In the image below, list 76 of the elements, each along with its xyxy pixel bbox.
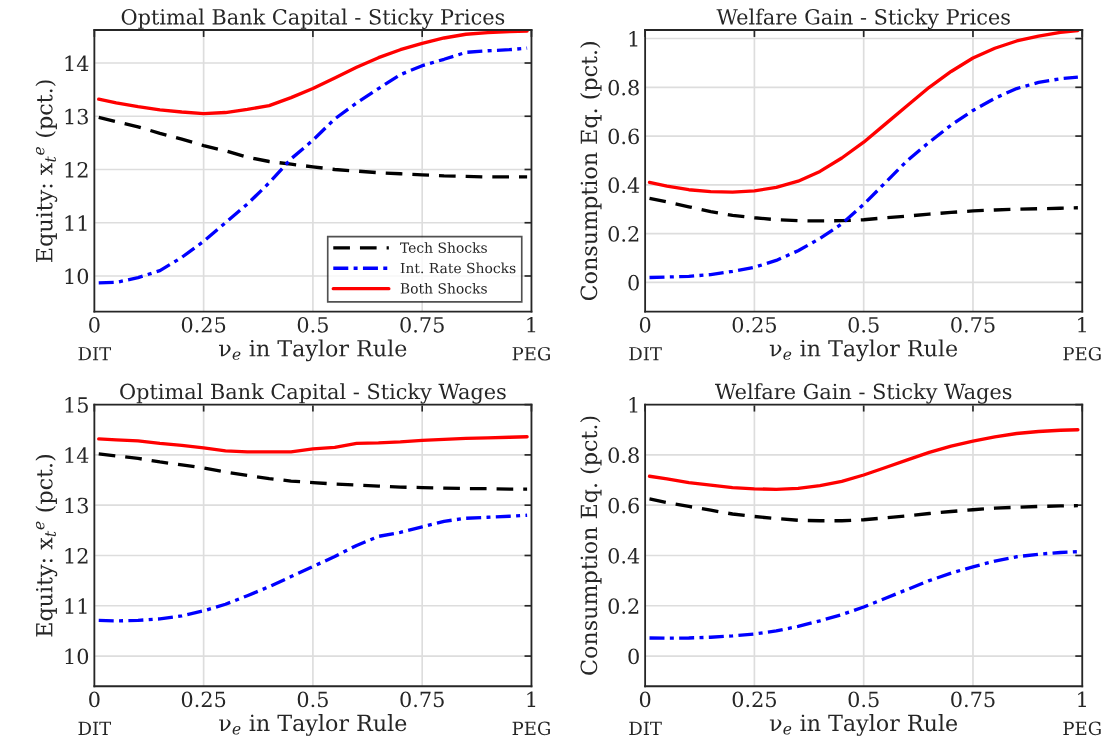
y-tick-label: 12 bbox=[65, 161, 88, 178]
y-tick-label: 0.4 bbox=[608, 547, 640, 564]
line-series bbox=[97, 513, 529, 623]
text: DIT bbox=[629, 721, 662, 735]
y-tick-label: 11 bbox=[65, 215, 87, 231]
text: PEG bbox=[512, 721, 550, 736]
x-tick-label: 0.25 bbox=[732, 316, 776, 333]
chart-title: Welfare Gain - Sticky Prices bbox=[716, 8, 1010, 30]
y-tick-label: 10 bbox=[65, 268, 89, 285]
y-axis-title: Consumption Eq. (pct.) bbox=[580, 416, 602, 675]
x-tick-label: 1 bbox=[1078, 316, 1086, 333]
x-tick-label: 0.25 bbox=[181, 316, 226, 333]
text: DIT bbox=[78, 347, 111, 361]
x-axis-title: ν$_{e}$ in Taylor Rule bbox=[769, 714, 958, 736]
line-series bbox=[647, 497, 1080, 523]
x-axis-title: ν$_{e}$ in Taylor Rule bbox=[219, 339, 407, 362]
text: PEG bbox=[1063, 346, 1101, 361]
x-tick-label: 1 bbox=[527, 316, 536, 333]
x-tick-label: 0.25 bbox=[732, 691, 776, 708]
y-tick-label: 13 bbox=[65, 497, 88, 514]
legend-label: Int. Rate Shocks bbox=[400, 262, 516, 274]
chart-title: Optimal Bank Capital - Sticky Wages bbox=[120, 383, 506, 404]
line-series bbox=[97, 115, 529, 179]
y-tick-label: 14 bbox=[65, 447, 89, 463]
x-tick-label: 0.75 bbox=[400, 691, 444, 708]
y-tick-label: 10 bbox=[65, 648, 89, 665]
x-tick-label: 0.5 bbox=[297, 316, 328, 333]
legend-label: Both Shocks bbox=[400, 282, 487, 294]
y-tick-label: 1 bbox=[629, 397, 638, 413]
x-tick-label: 0.25 bbox=[181, 691, 226, 708]
y-tick-label: 0 bbox=[628, 274, 639, 291]
x-tick-label: 0.5 bbox=[848, 316, 879, 333]
line-series bbox=[647, 428, 1080, 492]
x-tick-label: 0 bbox=[89, 691, 100, 708]
y-tick-label: 0.6 bbox=[608, 497, 639, 514]
x-tick-label: 1 bbox=[1078, 691, 1086, 707]
y-tick-label: 15 bbox=[65, 397, 88, 413]
y-tick-label: 0.8 bbox=[608, 79, 639, 96]
x-tick-label: 0 bbox=[89, 316, 100, 333]
y-tick-label: 0.2 bbox=[608, 226, 639, 242]
x-tick-label: 0.75 bbox=[951, 691, 995, 708]
x-tick-label: 1 bbox=[527, 691, 536, 707]
line-series bbox=[647, 75, 1080, 280]
line-series bbox=[97, 30, 529, 116]
y-tick-label: 0.2 bbox=[608, 598, 639, 614]
y-axis-title: Equity: x$_{t}$$^{e}$ (pct.) bbox=[35, 455, 58, 637]
x-tick-label: 0.75 bbox=[400, 316, 444, 333]
line-series bbox=[97, 46, 529, 285]
y-tick-label: 0.8 bbox=[608, 447, 639, 464]
y-tick-label: 0.4 bbox=[608, 177, 640, 194]
y-tick-label: 11 bbox=[65, 598, 87, 614]
text: PEG bbox=[512, 346, 550, 361]
y-tick-label: 0 bbox=[628, 648, 639, 665]
text: DIT bbox=[629, 347, 662, 361]
x-axis-title: ν$_{e}$ in Taylor Rule bbox=[219, 714, 407, 736]
line-series bbox=[647, 196, 1080, 223]
y-axis-title: Equity: x$_{t}$$^{e}$ (pct.) bbox=[35, 80, 58, 262]
x-tick-label: 0.5 bbox=[297, 691, 328, 708]
y-tick-label: 12 bbox=[65, 547, 88, 564]
y-tick-label: 1 bbox=[629, 30, 638, 47]
line-series bbox=[647, 30, 1080, 194]
x-tick-label: 0.75 bbox=[951, 316, 995, 333]
y-tick-label: 14 bbox=[65, 55, 89, 71]
line-series bbox=[647, 550, 1080, 640]
chart-title: Optimal Bank Capital - Sticky Prices bbox=[121, 8, 505, 30]
line-series bbox=[97, 435, 529, 454]
line-series bbox=[97, 452, 529, 491]
text: DIT bbox=[78, 721, 111, 735]
chart-title: Welfare Gain - Sticky Wages bbox=[715, 383, 1012, 404]
text: PEG bbox=[1063, 721, 1101, 736]
legend-label: Tech Shocks bbox=[400, 242, 487, 253]
x-tick-label: 0.5 bbox=[848, 691, 879, 708]
y-tick-label: 0.6 bbox=[608, 128, 639, 145]
y-tick-label: 13 bbox=[65, 108, 88, 125]
y-axis-title: Consumption Eq. (pct.) bbox=[580, 42, 602, 301]
x-axis-title: ν$_{e}$ in Taylor Rule bbox=[769, 339, 958, 362]
